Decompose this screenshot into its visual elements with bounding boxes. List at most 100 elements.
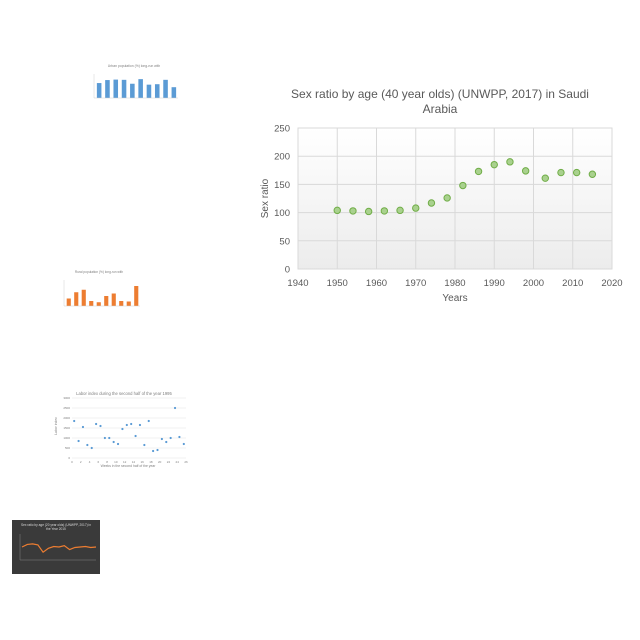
thumb-bar: [126, 301, 131, 306]
thumb-x-tick: 2: [80, 460, 82, 464]
x-tick-label: 2010: [562, 278, 583, 289]
y-tick-label: 100: [274, 208, 290, 219]
thumb-point: [86, 443, 89, 447]
thumbnail-rural-population-chart[interactable]: Rural population (%) long-run with: [56, 268, 142, 328]
y-tick-label: 0: [285, 265, 290, 276]
thumb-bar: [163, 79, 168, 98]
thumb-point: [134, 434, 137, 438]
thumb-point: [169, 436, 172, 440]
x-tick-label: 1990: [484, 278, 505, 289]
thumbnail-sex-ratio-20-chart[interactable]: Sex ratio by age (20 year olds) (UNWPP, …: [12, 520, 100, 574]
thumb-point: [178, 435, 181, 439]
chart-title-line2: Arabia: [423, 102, 458, 116]
thumb-bar: [105, 80, 110, 98]
thumb-x-tick: 24: [176, 460, 180, 464]
data-points: [333, 158, 597, 216]
data-point: [588, 170, 597, 178]
thumb-y-tick: 0: [68, 456, 70, 460]
x-axis-label: Years: [442, 293, 467, 304]
thumb2-svg: Rural population (%) long-run with: [63, 270, 140, 307]
thumb-bar: [154, 84, 160, 98]
data-point: [427, 199, 436, 207]
thumbnail-labor-index-chart[interactable]: Labor index during the second half of th…: [52, 388, 188, 468]
thumb-point: [130, 422, 133, 426]
thumb2-title: Rural population (%) long-run with: [75, 270, 123, 274]
thumb-point: [103, 436, 106, 440]
data-point: [557, 168, 565, 177]
thumb-point: [165, 440, 168, 444]
data-point: [521, 167, 530, 175]
data-point: [364, 207, 373, 216]
x-tick-label: 2020: [601, 278, 622, 289]
data-point: [541, 174, 549, 182]
thumb-bar: [113, 79, 119, 98]
main-chart-svg: Sex ratio by age (40 year olds) (UNWPP, …: [260, 87, 623, 304]
x-tick-label: 1950: [327, 278, 348, 289]
thumb-point: [90, 446, 93, 450]
thumb-x-tick: 12: [123, 460, 127, 464]
data-point: [349, 207, 357, 215]
thumb-point: [138, 423, 142, 427]
thumb3-x-ticks: 0 2 4 6 8 10 12 14 16 18 20 22 24 26: [71, 460, 188, 464]
thumb-bar: [146, 84, 152, 98]
thumb-bar: [130, 83, 135, 98]
thumb-x-tick: 4: [89, 460, 91, 464]
thumb4-series-line: [21, 543, 97, 554]
thumb3-title: Labor index during the second half of th…: [76, 391, 172, 396]
x-axis-ticks: 1940 1950 1960 1970 1980 1990 2000 2010 2020: [287, 278, 622, 289]
data-point: [490, 160, 498, 169]
thumb-y-tick: 3000: [63, 396, 70, 400]
thumb-bar: [119, 301, 124, 306]
thumb-x-tick: 14: [132, 460, 136, 464]
thumb-x-tick: 10: [114, 460, 118, 464]
thumb-bar: [134, 286, 139, 306]
thumb-point: [147, 419, 150, 423]
thumb-bar: [111, 293, 116, 306]
thumb-point: [182, 442, 185, 446]
thumb4-subtitle: the Year 2015: [46, 527, 66, 531]
thumb3-grid: [72, 397, 186, 459]
thumbnail-urban-population-chart[interactable]: Urban population (%) long-run with: [86, 62, 182, 124]
thumb-point: [143, 443, 146, 447]
chart-title-line1: Sex ratio by age (40 year olds) (UNWPP, …: [291, 87, 589, 101]
thumb-point: [108, 436, 111, 440]
thumb1-svg: Urban population (%) long-run with: [93, 64, 178, 99]
x-tick-label: 1940: [287, 278, 308, 289]
thumb-point: [81, 425, 85, 429]
thumb-x-tick: 6: [97, 460, 99, 464]
thumb-x-tick: 18: [149, 460, 153, 464]
main-chart: Sex ratio by age (40 year olds) (UNWPP, …: [255, 82, 635, 327]
thumb-x-tick: 0: [71, 460, 73, 464]
thumb-bar: [66, 298, 71, 306]
y-tick-label: 200: [274, 152, 290, 163]
thumb-point: [116, 442, 120, 446]
thumb-bar: [74, 292, 79, 306]
thumb4-title: Sex ratio by age (20 year olds) (UNWPP, …: [21, 523, 91, 527]
thumb3-svg: Labor index during the second half of th…: [54, 391, 188, 468]
x-tick-label: 1970: [405, 278, 426, 289]
thumb-point: [152, 449, 155, 453]
thumb3-xlabel: Weeks in the second half of the year: [101, 464, 157, 468]
thumb-y-tick: 2000: [63, 416, 70, 420]
thumb4-svg: Sex ratio by age (20 year olds) (UNWPP, …: [19, 523, 97, 561]
thumb-point: [77, 439, 80, 443]
y-tick-label: 250: [274, 124, 290, 135]
y-tick-label: 150: [274, 180, 290, 191]
thumb-point: [121, 427, 124, 431]
thumb-y-tick: 1000: [63, 436, 70, 440]
x-tick-label: 2000: [523, 278, 544, 289]
thumb-bar: [89, 301, 94, 306]
data-point: [506, 158, 514, 166]
thumb3-points: [73, 406, 185, 453]
thumb-bar: [81, 289, 86, 306]
data-point: [459, 181, 467, 190]
thumb-point: [73, 419, 76, 423]
thumb-bar: [104, 296, 109, 306]
y-tick-label: 50: [279, 236, 290, 247]
data-point: [443, 194, 451, 202]
thumb-point: [99, 424, 102, 428]
thumb-point: [160, 437, 163, 441]
y-axis-ticks: 0 50 100 150 200 250: [274, 124, 290, 276]
thumb-point: [173, 406, 177, 410]
data-point: [396, 206, 404, 215]
